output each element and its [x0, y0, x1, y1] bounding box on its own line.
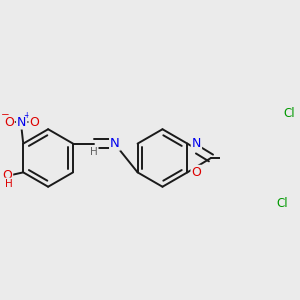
Text: N: N — [17, 116, 26, 128]
Text: −: − — [1, 110, 9, 120]
Text: O: O — [2, 169, 12, 182]
Text: O: O — [191, 166, 201, 179]
Text: N: N — [110, 137, 120, 150]
Text: N: N — [192, 137, 201, 150]
Text: Cl: Cl — [276, 197, 287, 210]
Text: H: H — [90, 147, 98, 157]
Text: O: O — [29, 116, 39, 128]
Text: +: + — [23, 111, 29, 120]
Text: Cl: Cl — [283, 107, 295, 120]
Text: O: O — [4, 116, 14, 128]
Text: H: H — [5, 178, 13, 188]
